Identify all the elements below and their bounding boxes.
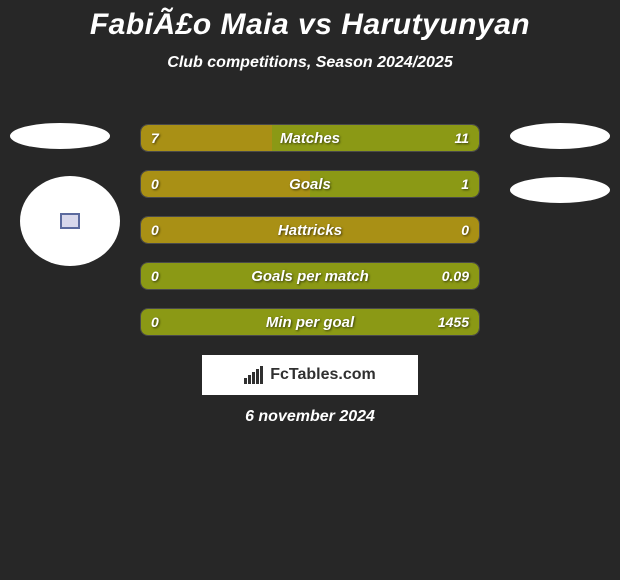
page-title: FabiÃ£o Maia vs Harutyunyan xyxy=(0,0,620,42)
bar-row: 01455Min per goal xyxy=(140,308,480,336)
bar-label: Matches xyxy=(141,125,479,151)
bar-row: 00Hattricks xyxy=(140,216,480,244)
bar-label: Min per goal xyxy=(141,309,479,335)
player-right-oval-1 xyxy=(510,123,610,149)
bar-label: Goals per match xyxy=(141,263,479,289)
date-text: 6 november 2024 xyxy=(0,408,620,426)
branding-badge[interactable]: FcTables.com xyxy=(202,355,418,395)
branding-text: FcTables.com xyxy=(270,366,376,384)
comparison-bars: 711Matches 01Goals 00Hattricks 00.09Goals p… xyxy=(140,124,480,354)
bar-row: 711Matches xyxy=(140,124,480,152)
player-left-avatar xyxy=(20,176,120,266)
bar-label: Goals xyxy=(141,171,479,197)
avatar-placeholder-icon xyxy=(60,213,80,229)
bar-row: 00.09Goals per match xyxy=(140,262,480,290)
player-left-oval xyxy=(10,123,110,149)
player-right-oval-2 xyxy=(510,177,610,203)
bar-row: 01Goals xyxy=(140,170,480,198)
subtitle: Club competitions, Season 2024/2025 xyxy=(0,42,620,72)
chart-bars-icon xyxy=(244,366,264,384)
bar-label: Hattricks xyxy=(141,217,479,243)
